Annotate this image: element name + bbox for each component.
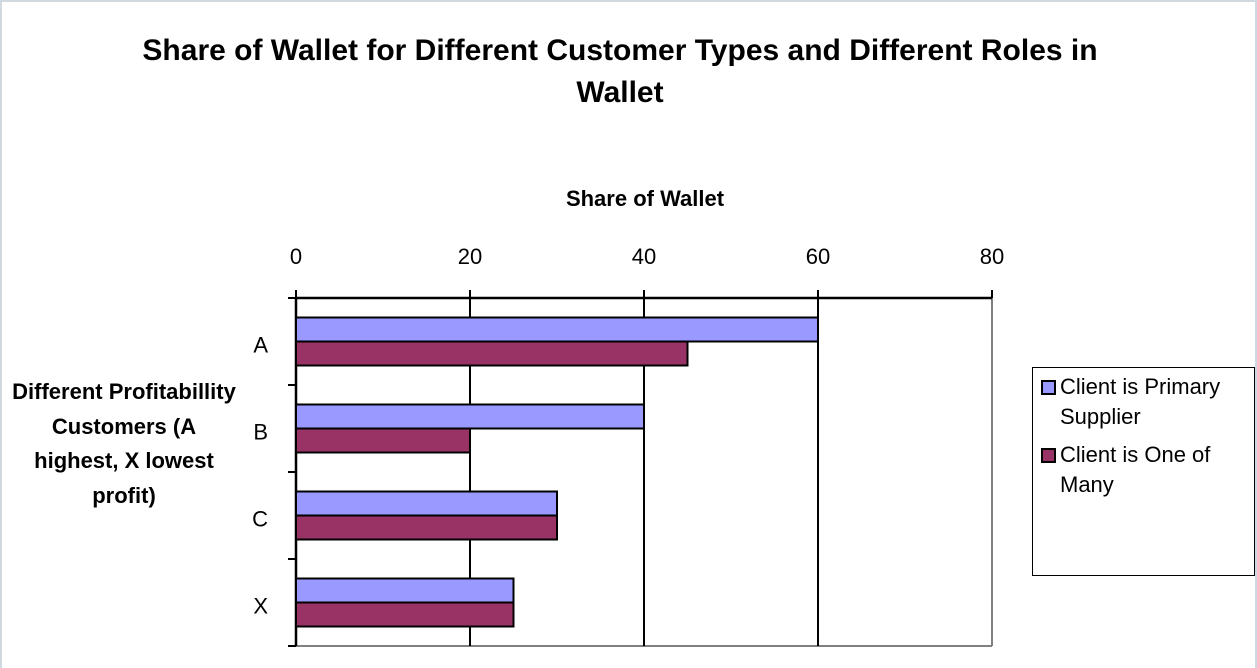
bar xyxy=(295,514,558,541)
y-tick-label: C xyxy=(252,506,268,531)
legend: Client is Primary Supplier Client is One … xyxy=(1032,367,1255,576)
y-axis-label: Different Profitabillity Customers (A hi… xyxy=(12,379,236,508)
legend-swatch xyxy=(1041,380,1056,395)
bar xyxy=(295,577,515,604)
legend-label: Client is Primary Supplier xyxy=(1060,374,1221,429)
legend-swatch xyxy=(1041,448,1056,463)
bar xyxy=(295,316,819,343)
bar xyxy=(295,403,645,430)
bar xyxy=(295,340,689,367)
chart-title: Share of Wallet for Different Customer T… xyxy=(142,34,1098,109)
x-tick-label: 40 xyxy=(632,244,656,269)
bar xyxy=(295,427,471,454)
x-tick-label: 80 xyxy=(980,244,1004,269)
bar xyxy=(295,490,558,517)
legend-label: Client is One of Many xyxy=(1060,442,1211,497)
legend-item: Client is One of Many xyxy=(1041,440,1254,500)
x-axis-label: Share of Wallet xyxy=(566,186,725,211)
x-tick-label: 0 xyxy=(290,244,302,269)
x-tick-label: 20 xyxy=(458,244,482,269)
bar xyxy=(295,601,515,628)
y-tick-label: X xyxy=(253,593,268,618)
x-tick-label: 60 xyxy=(806,244,830,269)
legend-item: Client is Primary Supplier xyxy=(1041,372,1254,432)
y-tick-label: A xyxy=(253,332,268,357)
y-tick-label: B xyxy=(253,419,268,444)
